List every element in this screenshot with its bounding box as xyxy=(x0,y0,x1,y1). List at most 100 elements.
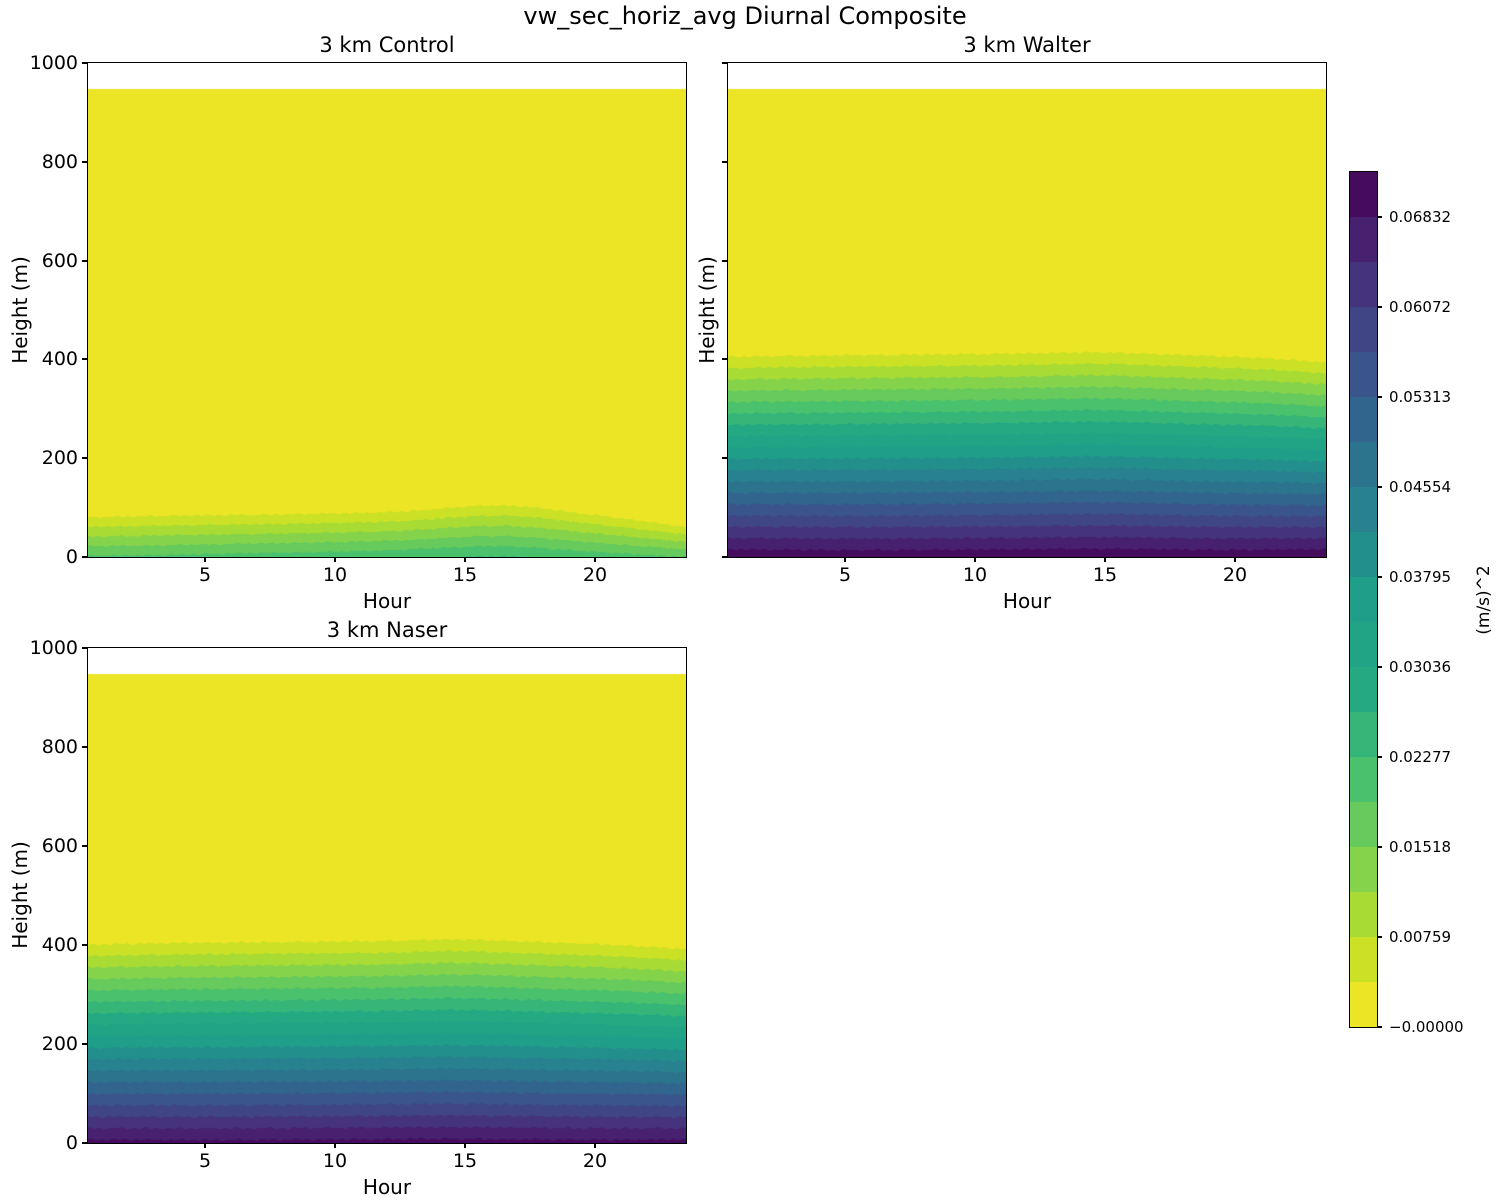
colorbar-label: (m/s)^2 xyxy=(1474,565,1494,635)
x-tick-mark xyxy=(594,1143,596,1148)
y-tick-mark xyxy=(82,845,87,847)
y-tick-mark xyxy=(82,647,87,649)
y-tick-label: 600 xyxy=(41,835,78,857)
x-tick-label: 20 xyxy=(582,1150,608,1172)
y-tick-mark xyxy=(722,457,727,460)
y-tick-mark xyxy=(722,259,727,262)
colorbar-tick-mark xyxy=(1378,576,1382,578)
y-tick-label: 1000 xyxy=(29,52,78,74)
x-tick-label: 5 xyxy=(838,564,852,586)
subplot-control-contour-canvas xyxy=(88,63,686,557)
colorbar-segment xyxy=(1350,352,1377,397)
x-tick-label: 15 xyxy=(452,564,478,586)
colorbar-tick-mark xyxy=(1378,936,1382,938)
colorbar-tick-label: 0.03795 xyxy=(1389,568,1452,586)
colorbar-segment xyxy=(1350,577,1377,622)
colorbar-segment xyxy=(1350,487,1377,532)
colorbar-tick-label: 0.00759 xyxy=(1389,928,1452,946)
y-tick-mark xyxy=(82,457,87,460)
colorbar-tick-label: 0.05313 xyxy=(1389,388,1452,406)
x-tick-mark xyxy=(204,1143,206,1148)
colorbar-tick-label: 0.02277 xyxy=(1389,748,1452,766)
y-tick-mark xyxy=(82,259,87,262)
x-tick-label: 15 xyxy=(1092,564,1118,586)
colorbar-segment xyxy=(1350,262,1377,307)
colorbar-tick-mark xyxy=(1378,306,1382,308)
y-tick-label: 200 xyxy=(41,447,78,470)
x-tick-label: 10 xyxy=(322,1150,348,1172)
colorbar-tick-label: 0.03036 xyxy=(1389,658,1452,676)
y-tick-label: 400 xyxy=(41,934,78,956)
subplot-control-xlabel: Hour xyxy=(362,589,412,613)
x-tick-label: 20 xyxy=(1222,564,1248,586)
x-tick-mark xyxy=(334,557,336,562)
colorbar-tick-label: −0.00000 xyxy=(1389,1018,1464,1036)
colorbar-segment xyxy=(1350,217,1377,262)
subplot-naser-plot-area xyxy=(87,647,687,1144)
x-tick-label: 10 xyxy=(962,564,988,586)
colorbar-segment xyxy=(1350,172,1377,217)
subplot-control-title: 3 km Control xyxy=(319,33,455,57)
y-tick-mark xyxy=(82,556,87,558)
colorbar-tick-mark xyxy=(1378,1026,1382,1028)
x-tick-mark xyxy=(464,557,466,562)
figure-suptitle: vw_sec_horiz_avg Diurnal Composite xyxy=(523,2,967,30)
colorbar-tick-label: 0.04554 xyxy=(1389,478,1452,496)
subplot-walter-contour-canvas xyxy=(728,63,1326,557)
y-tick-label: 0 xyxy=(65,1132,78,1154)
colorbar-tick-label: 0.01518 xyxy=(1389,838,1452,856)
y-tick-mark xyxy=(82,62,87,64)
colorbar-tick-mark xyxy=(1378,486,1382,488)
x-tick-mark xyxy=(334,1143,336,1148)
y-tick-label: 800 xyxy=(41,150,78,173)
y-tick-mark xyxy=(82,944,87,946)
subplot-walter-xlabel: Hour xyxy=(1002,589,1052,613)
colorbar-segment xyxy=(1350,442,1377,487)
y-tick-label: 400 xyxy=(41,348,78,371)
subplot-naser-title: 3 km Naser xyxy=(326,618,448,642)
x-tick-mark xyxy=(844,557,846,562)
x-tick-mark xyxy=(594,557,596,562)
x-tick-label: 15 xyxy=(452,1150,478,1172)
colorbar-tick-mark xyxy=(1378,756,1382,758)
x-tick-mark xyxy=(1104,557,1106,562)
y-tick-mark xyxy=(722,62,727,64)
colorbar-tick-mark xyxy=(1378,396,1382,398)
colorbar-tick-mark xyxy=(1378,846,1382,848)
y-tick-label: 200 xyxy=(41,1033,78,1055)
x-tick-label: 20 xyxy=(582,564,608,586)
colorbar-segment xyxy=(1350,802,1377,847)
y-tick-mark xyxy=(82,1043,87,1045)
y-tick-mark xyxy=(82,746,87,748)
colorbar-tick-mark xyxy=(1378,216,1382,218)
y-tick-label: 0 xyxy=(65,546,78,568)
colorbar-segment xyxy=(1350,397,1377,442)
y-tick-label: 1000 xyxy=(29,637,78,659)
subplot-control-plot-area xyxy=(87,62,687,558)
y-tick-mark xyxy=(82,160,87,163)
colorbar-segment xyxy=(1350,622,1377,667)
colorbar-segment xyxy=(1350,667,1377,712)
colorbar-segment xyxy=(1350,712,1377,757)
subplot-naser-contour-canvas xyxy=(88,648,686,1143)
x-tick-mark xyxy=(204,557,206,562)
x-tick-label: 10 xyxy=(322,564,348,586)
x-tick-mark xyxy=(464,1143,466,1148)
colorbar xyxy=(1349,171,1378,1028)
colorbar-tick-label: 0.06832 xyxy=(1389,208,1452,226)
y-tick-mark xyxy=(722,358,727,361)
colorbar-segment xyxy=(1350,307,1377,352)
colorbar-segment xyxy=(1350,892,1377,937)
x-tick-mark xyxy=(1234,557,1236,562)
colorbar-tick-label: 0.06072 xyxy=(1389,298,1452,316)
colorbar-tick-mark xyxy=(1378,666,1382,668)
x-tick-label: 5 xyxy=(198,1150,212,1172)
subplot-walter-ylabel: Height (m) xyxy=(695,256,719,364)
x-tick-label: 5 xyxy=(198,564,212,586)
y-tick-mark xyxy=(722,556,727,558)
y-tick-mark xyxy=(82,358,87,361)
colorbar-segment xyxy=(1350,757,1377,802)
subplot-walter-plot-area xyxy=(727,62,1327,558)
subplot-naser-xlabel: Hour xyxy=(362,1175,412,1199)
